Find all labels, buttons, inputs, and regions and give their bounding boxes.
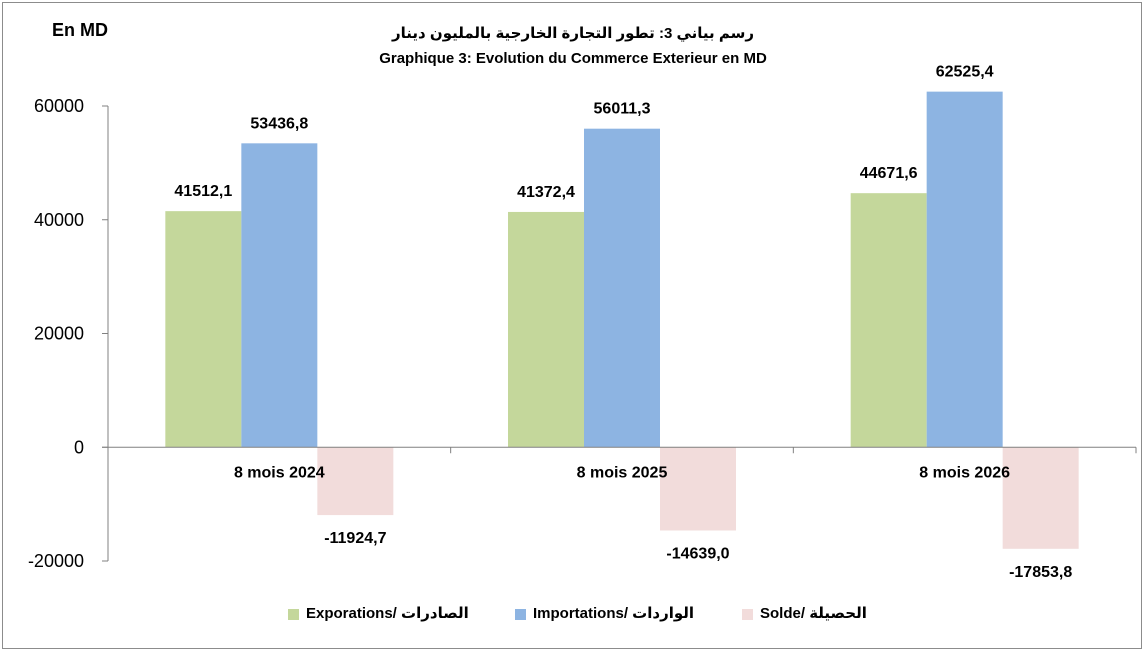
legend-label-balance: Solde/ الحصيلة [760,605,867,622]
bar [317,447,394,516]
data-label: -11924,7 [324,530,386,547]
unit-label: En MD [52,20,108,40]
y-tick-label: -20000 [28,551,84,571]
x-tick-label: 8 mois 2026 [919,464,1010,481]
bar [850,193,927,448]
y-tick-label: 40000 [34,210,84,230]
bar [241,143,318,448]
x-tick-label: 8 mois 2025 [577,464,668,481]
y-tick-label: 20000 [34,324,84,344]
legend-label-exports: Exporations/ الصادرات [306,605,469,622]
data-label: -17853,8 [1009,564,1072,581]
legend-swatch-imports [515,609,526,620]
bar [660,447,736,531]
y-tick-label: 0 [74,437,84,457]
y-tick-label: 60000 [34,96,84,116]
data-label: -14639,0 [666,546,729,563]
bar [1002,447,1079,549]
bar [926,91,1003,448]
data-label: 62525,4 [936,64,994,81]
legend-swatch-balance [742,609,753,620]
legend: Exporations/ الصادرات Importations/ الوا… [0,604,1146,624]
data-label: 41372,4 [517,184,575,201]
bar [508,211,584,448]
bar [584,128,660,448]
data-label: 56011,3 [594,101,651,118]
legend-label-imports: Importations/ الواردات [533,605,695,622]
chart-title-arabic: رسم بياني 3: تطور التجارة الخارجية بالمل… [392,25,754,42]
bar [165,211,242,448]
data-label: 44671,6 [860,165,918,182]
data-label: 41512,1 [174,183,232,200]
legend-swatch-exports [288,609,299,620]
chart-title-french: Graphique 3: Evolution du Commerce Exter… [379,50,767,67]
x-tick-label: 8 mois 2024 [234,464,325,481]
data-label: 53436,8 [250,115,308,132]
